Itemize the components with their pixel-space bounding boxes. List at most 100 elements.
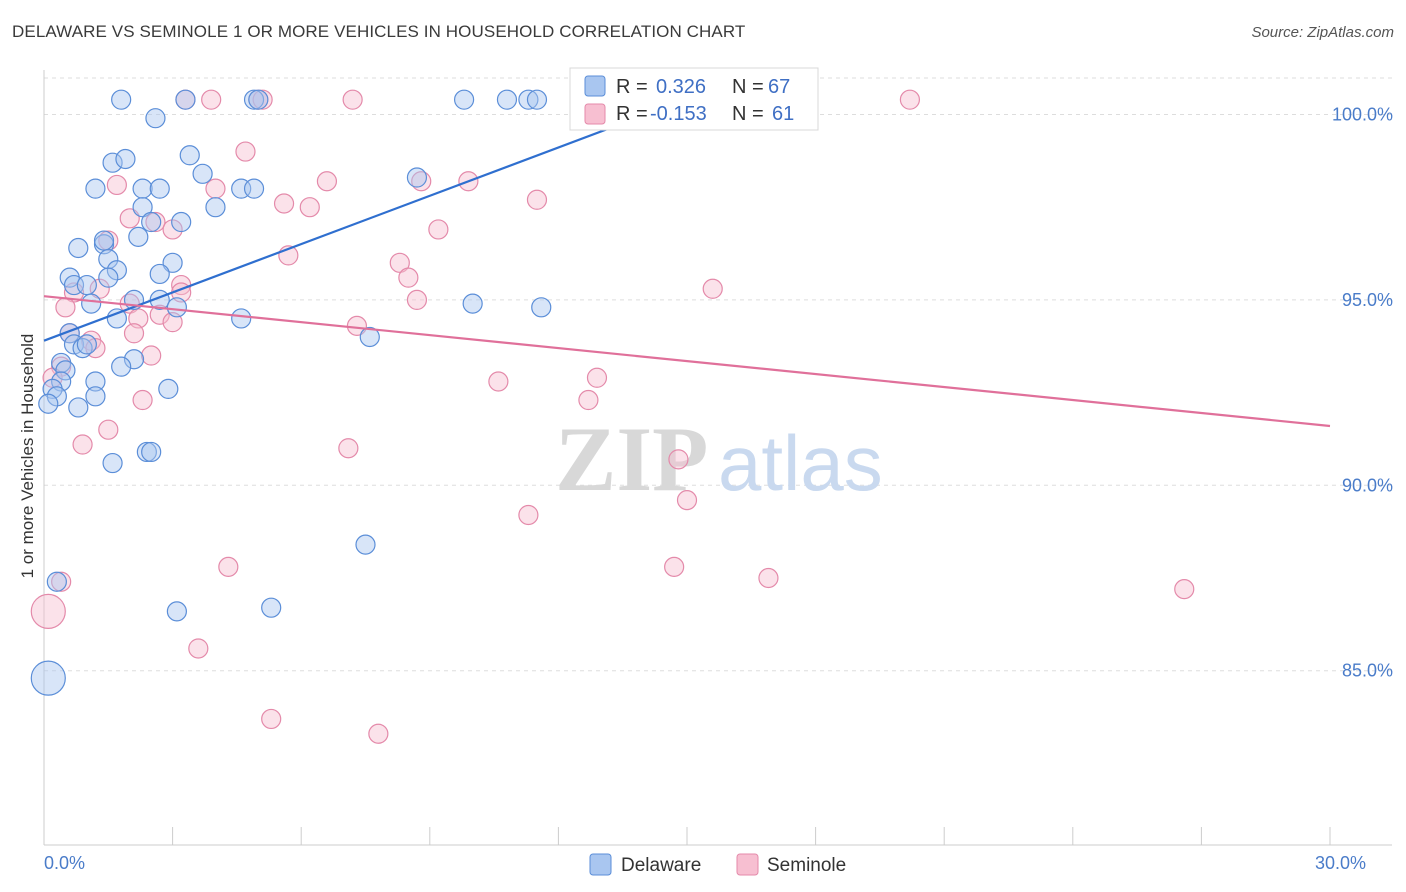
bottom-legend-label-seminole: Seminole — [767, 855, 846, 876]
delaware-points — [30, 89, 552, 696]
delaware-point — [158, 378, 179, 399]
legend-n-label-seminole: N = — [732, 103, 764, 125]
legend-n-value-seminole: 61 — [772, 103, 794, 125]
seminole-point — [106, 174, 127, 196]
delaware-point — [171, 211, 192, 233]
delaware-point — [496, 89, 518, 110]
seminole-point — [428, 219, 449, 240]
delaware-point — [205, 197, 226, 218]
delaware-point — [149, 263, 170, 285]
delaware-point — [85, 386, 106, 407]
legend-box: R = 0.326 N = 67 R = -0.153 N = 61 — [569, 67, 819, 131]
seminole-point — [899, 89, 921, 110]
y-tick-label: 85.0% — [1342, 661, 1393, 681]
seminole-point — [188, 638, 209, 659]
seminole-point — [132, 389, 153, 411]
delaware-point — [85, 371, 106, 392]
seminole-point — [342, 89, 363, 110]
bottom-legend-label-delaware: Delaware — [621, 855, 701, 876]
seminole-point — [55, 297, 76, 318]
delaware-point — [93, 230, 115, 251]
seminole-point — [205, 178, 226, 199]
seminole-point — [145, 211, 166, 233]
legend-r-label-seminole: R = — [616, 103, 648, 125]
seminole-point — [758, 567, 779, 589]
seminole-point — [149, 304, 170, 325]
seminole-point — [488, 371, 509, 392]
watermark-zip: ZIP — [555, 408, 708, 510]
legend-r-value-seminole: -0.153 — [650, 103, 707, 125]
delaware-point — [243, 89, 265, 110]
seminole-point — [123, 323, 145, 344]
x-tick-label: 30.0% — [1315, 853, 1366, 873]
delaware-point — [355, 534, 376, 555]
seminole-point — [273, 193, 295, 214]
delaware-point — [231, 308, 252, 329]
delaware-point — [179, 145, 200, 166]
seminole-point — [201, 89, 222, 110]
delaware-point — [55, 360, 76, 381]
delaware-point — [30, 660, 66, 696]
delaware-point — [359, 326, 380, 348]
bottom-legend-swatch-seminole — [736, 853, 759, 876]
watermark-atlas: atlas — [718, 419, 883, 507]
seminole-point — [676, 490, 698, 511]
legend-n-value-delaware: 67 — [768, 76, 790, 98]
delaware-point — [106, 308, 127, 329]
delaware-point — [76, 334, 97, 355]
seminole-point — [30, 593, 66, 629]
x-tick-label: 0.0% — [44, 853, 85, 873]
delaware-point — [518, 89, 539, 110]
bottom-legend: Delaware Seminole — [589, 853, 846, 876]
y-tick-label: 90.0% — [1342, 475, 1393, 495]
seminole-point — [72, 434, 93, 455]
seminole-point — [51, 571, 72, 592]
delaware-point — [141, 441, 162, 463]
delaware-point — [102, 152, 123, 173]
delaware-point — [248, 89, 269, 110]
tick-labels: 85.0% 90.0% 95.0% 100.0% 0.0% 30.0% — [44, 104, 1393, 873]
delaware-point — [123, 349, 145, 370]
delaware-point — [462, 293, 483, 314]
delaware-point — [76, 274, 97, 296]
delaware-point — [106, 260, 127, 281]
delaware-point — [141, 211, 162, 233]
delaware-point — [166, 297, 187, 318]
delaware-point — [38, 393, 59, 414]
delaware-point — [261, 597, 282, 618]
delaware-point — [162, 252, 183, 273]
seminole-point — [218, 556, 239, 577]
chart-source: Source: ZipAtlas.com — [1251, 24, 1394, 41]
delaware-point — [115, 148, 136, 170]
seminole-point — [586, 367, 608, 388]
delaware-point — [46, 571, 67, 592]
seminole-point — [162, 219, 183, 240]
delaware-point — [166, 601, 187, 622]
trend-lines — [43, 94, 1331, 428]
bottom-legend-swatch-delaware — [589, 853, 612, 876]
seminole-point — [368, 723, 389, 744]
seminole-point — [119, 208, 140, 229]
delaware-point — [145, 108, 166, 129]
seminole-trend-line — [43, 295, 1331, 428]
delaware-point — [46, 386, 67, 407]
axis-layer — [43, 70, 1392, 846]
delaware-point — [149, 178, 170, 199]
y-axis-label: 1 or more Vehicles in Household — [18, 334, 37, 579]
seminole-point — [338, 438, 359, 459]
seminole-point — [526, 189, 548, 210]
seminole-point — [668, 449, 689, 470]
delaware-point — [175, 89, 196, 110]
seminole-point — [518, 504, 539, 526]
delaware-point — [85, 178, 106, 199]
seminole-point — [578, 389, 599, 411]
delaware-point — [453, 89, 475, 110]
chart-title: DELAWARE VS SEMINOLE 1 OR MORE VEHICLES … — [12, 22, 746, 41]
seminole-point — [702, 278, 723, 299]
delaware-point — [192, 163, 213, 184]
delaware-trend-line — [43, 94, 696, 342]
legend-r-label-delaware: R = — [616, 76, 648, 98]
seminole-point — [235, 141, 256, 162]
seminole-point — [252, 89, 273, 110]
